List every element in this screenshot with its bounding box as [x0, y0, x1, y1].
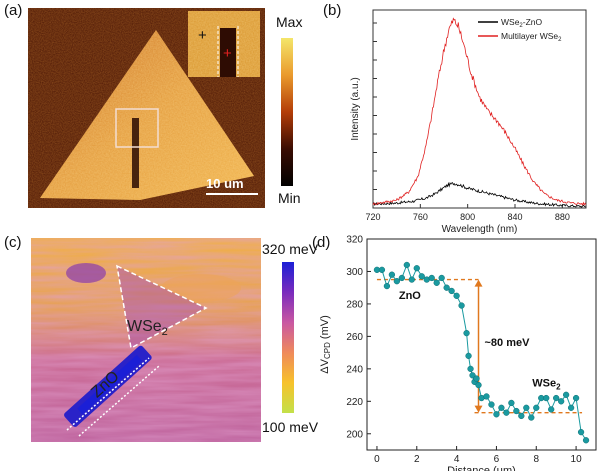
kpfm-image-c: ZnO WSe2 — [31, 238, 261, 442]
data-point — [448, 287, 455, 295]
y-tick-label: 300 — [346, 267, 363, 278]
panel-a-label: (a) — [4, 2, 23, 19]
data-point — [403, 261, 410, 269]
colorbar-a-min: Min — [278, 190, 301, 206]
y-tick-label: 240 — [346, 364, 363, 375]
x-tick-label: 840 — [507, 212, 522, 222]
y-tick-label: 320 — [346, 235, 363, 246]
data-point — [572, 394, 580, 402]
step-annotation: ~80 meV — [484, 337, 530, 349]
data-point — [562, 391, 570, 398]
data-point — [398, 274, 405, 282]
zno-wire-c — [64, 345, 152, 427]
data-point — [388, 271, 396, 278]
panel-c-label: (c) — [4, 234, 22, 251]
data-point — [553, 394, 560, 402]
data-point — [438, 274, 445, 282]
arrow-head-up — [474, 279, 483, 287]
data-point — [428, 274, 435, 282]
data-point — [413, 265, 420, 272]
data-point — [473, 375, 480, 382]
colorbar-c — [282, 262, 294, 413]
data-point — [543, 394, 550, 402]
panel-b-label: (b) — [323, 2, 342, 19]
zno-wire — [132, 118, 139, 188]
x-tick-label: 8 — [533, 454, 539, 465]
data-point — [577, 428, 585, 436]
data-point — [518, 412, 525, 420]
series-line — [372, 181, 586, 209]
zno-annotation: ZnO — [399, 290, 421, 302]
colorbar-c-min: 100 meV — [262, 419, 319, 435]
data-point — [378, 266, 386, 273]
data-point — [465, 352, 472, 360]
x-tick-label: 880 — [555, 212, 570, 222]
zoom-region-box — [115, 108, 159, 148]
colorbar-a-max: Max — [276, 14, 303, 30]
x-tick-label: 800 — [460, 212, 475, 222]
data-point — [533, 404, 540, 411]
data-point — [483, 393, 490, 400]
x-axis-label: Wavelength (nm) — [442, 224, 518, 235]
data-point — [458, 302, 465, 309]
svg-text:+: + — [198, 27, 207, 44]
data-point — [567, 404, 575, 411]
data-point — [475, 381, 482, 389]
data-point — [463, 329, 470, 337]
x-tick-label: 2 — [414, 454, 420, 465]
y-axis-label: Intensity (a.u.) — [350, 77, 361, 140]
wse2-annotation: WSe2 — [532, 378, 561, 392]
data-point — [528, 414, 535, 421]
y-axis-label: ΔVCPD (mV) — [319, 315, 332, 373]
x-tick-label: 760 — [413, 212, 428, 222]
series-line — [372, 17, 587, 206]
data-point — [508, 399, 515, 407]
data-point — [467, 365, 474, 372]
data-point — [558, 398, 565, 405]
plot-frame — [366, 238, 597, 451]
x-tick-label: 0 — [374, 454, 380, 465]
data-point — [498, 404, 505, 411]
data-point — [548, 406, 555, 413]
wse2-flake-c — [117, 266, 206, 348]
scale-bar-label: 10 um — [206, 176, 244, 191]
x-tick-label: 4 — [454, 454, 460, 465]
data-point — [433, 279, 440, 286]
legend-label: Multilayer WSe2 — [501, 31, 562, 43]
x-tick-label: 10 — [571, 454, 583, 465]
cpd-profile-chart: 0 2 4 6 8 10 200 220 240 260 280 300 320 Distance (μm… — [319, 235, 597, 471]
data-point — [443, 284, 450, 291]
inset-image: + + — [188, 11, 260, 77]
data-point — [513, 407, 520, 415]
legend-label: WSe2-ZnO — [501, 17, 543, 29]
data-point — [453, 292, 460, 299]
pl-spectrum-chart: 720 760 800 840 880 Wavelength (nm) Intensity … — [350, 9, 587, 235]
afm-image-a: + + 10 um — [28, 8, 265, 208]
y-tick-label: 280 — [346, 299, 363, 310]
wse2-label-c: WSe2 — [127, 318, 168, 338]
wse2-outline — [116, 264, 208, 350]
y-tick-label: 200 — [346, 429, 363, 440]
data-point — [503, 409, 510, 416]
panel-d-label: (d) — [312, 234, 331, 251]
data-point — [408, 276, 415, 283]
x-tick-label: 720 — [365, 212, 380, 222]
data-point — [523, 404, 530, 411]
colorbar-a — [281, 38, 293, 186]
y-tick-label: 220 — [346, 397, 363, 408]
data-point — [383, 282, 391, 290]
x-tick-label: 6 — [494, 454, 500, 465]
data-point — [418, 273, 425, 280]
zno-edge-line — [78, 365, 160, 437]
arrow-head-down — [474, 405, 483, 413]
svg-text:+: + — [223, 45, 232, 62]
data-point — [393, 278, 401, 285]
y-tick-label: 260 — [346, 332, 363, 343]
x-axis-label: Distance (μm) — [447, 465, 516, 471]
data-point — [488, 401, 495, 408]
data-point — [582, 437, 590, 444]
plot-frame — [372, 9, 587, 209]
colorbar-c-max: 320 meV — [262, 241, 319, 257]
data-point — [493, 411, 500, 418]
